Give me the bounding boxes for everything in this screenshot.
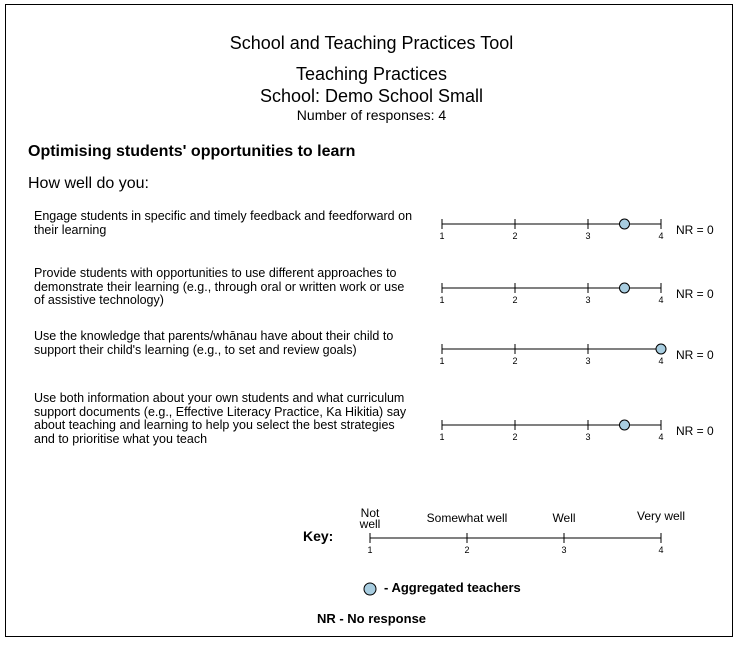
item-4-scale-tick-label-3: 3 [585, 432, 590, 442]
key-category-1: Not well [359, 506, 381, 531]
item-text-1: Engage students in specific and timely f… [34, 209, 413, 237]
legend-label: - Aggregated teachers [384, 580, 521, 595]
item-nr-3: NR = 0 [676, 348, 714, 362]
section-prompt: How well do you: [28, 175, 149, 192]
item-2-scale-tick-label-1: 1 [439, 295, 444, 305]
key-scale-tick-label-1: 1 [367, 545, 372, 555]
item-1-scale-tick-label-2: 2 [512, 231, 517, 241]
nr-note: NR - No response [316, 611, 427, 626]
school-name: School: Demo School Small [259, 86, 484, 106]
key-label: Key: [303, 528, 334, 544]
item-2-scale-tick-label-4: 4 [658, 295, 663, 305]
item-text-2: Provide students with opportunities to u… [34, 266, 405, 307]
report-frame [5, 4, 733, 637]
key-scale-tick-label-3: 3 [561, 545, 566, 555]
key-category-3: Well [552, 511, 576, 525]
item-1-marker [619, 218, 630, 230]
key-scale-tick-label-4: 4 [658, 545, 663, 555]
legend-marker [363, 582, 377, 596]
item-nr-4: NR = 0 [676, 424, 714, 438]
item-text-3: Use the knowledge that parents/whānau ha… [34, 329, 394, 357]
report-title: School and Teaching Practices Tool [229, 33, 514, 53]
item-1-scale-tick-label-3: 3 [585, 231, 590, 241]
item-2-scale-tick-label-3: 3 [585, 295, 590, 305]
item-1-scale-tick-label-4: 4 [658, 231, 663, 241]
item-3-scale-tick-label-4: 4 [658, 356, 663, 366]
key-category-4: Very well [636, 509, 686, 523]
section-heading: Optimising students' opportunities to le… [28, 143, 356, 160]
item-text-4: Use both information about your own stud… [34, 391, 407, 446]
item-4-marker [619, 419, 630, 431]
item-nr-2: NR = 0 [676, 287, 714, 301]
item-4-scale-tick-label-2: 2 [512, 432, 517, 442]
item-nr-1: NR = 0 [676, 223, 714, 237]
item-1-scale-tick-label-1: 1 [439, 231, 444, 241]
item-4-scale-tick-label-1: 1 [439, 432, 444, 442]
item-3-scale-tick-label-3: 3 [585, 356, 590, 366]
key-scale-tick-label-2: 2 [464, 545, 469, 555]
item-4-scale-tick-label-4: 4 [658, 432, 663, 442]
response-count: Number of responses: 4 [296, 107, 447, 123]
report-subtitle: Teaching Practices [295, 64, 448, 84]
item-2-marker [619, 282, 630, 294]
item-3-scale-tick-label-1: 1 [439, 356, 444, 366]
item-2-scale-tick-label-2: 2 [512, 295, 517, 305]
item-3-marker [655, 343, 667, 355]
item-3-scale-tick-label-2: 2 [512, 356, 517, 366]
key-category-2: Somewhat well [426, 511, 508, 525]
